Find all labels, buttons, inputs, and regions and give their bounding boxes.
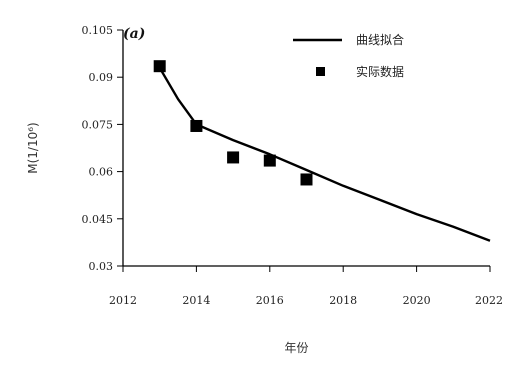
data-point-square xyxy=(263,154,276,167)
x-tick-label: 2012 xyxy=(109,294,137,307)
legend-square-swatch xyxy=(316,67,325,76)
y-tick-label: 0.075 xyxy=(82,118,114,131)
data-point-square xyxy=(190,119,203,132)
x-tick-label: 2016 xyxy=(256,294,284,307)
x-tick-label: 2018 xyxy=(329,294,357,307)
y-tick-label: 0.06 xyxy=(89,166,114,179)
legend: 曲线拟合 实际数据 xyxy=(293,32,404,79)
legend-label-data: 实际数据 xyxy=(356,64,404,79)
y-axis-title: M(1/10⁶) xyxy=(26,122,40,173)
legend-label-fit: 曲线拟合 xyxy=(356,32,404,47)
data-point-square xyxy=(300,173,313,186)
panel-label: (a) xyxy=(123,26,145,42)
x-axis-title: 年份 xyxy=(284,341,308,355)
x-tick-label: 2022 xyxy=(475,294,503,307)
fit-curve-line xyxy=(158,67,491,242)
data-point-square xyxy=(153,60,166,73)
y-tick-label: 0.105 xyxy=(82,24,114,37)
x-tick-label: 2020 xyxy=(403,294,431,307)
data-point-square xyxy=(227,151,240,164)
x-tick-label: 2014 xyxy=(182,294,210,307)
y-tick-label: 0.09 xyxy=(89,71,114,84)
plot-area: 0.03 0.045 0.06 0.075 0.09 0.105 2012 2014 2016 2… xyxy=(82,24,504,307)
y-tick-label: 0.03 xyxy=(89,260,114,273)
y-tick-label: 0.045 xyxy=(82,213,114,226)
